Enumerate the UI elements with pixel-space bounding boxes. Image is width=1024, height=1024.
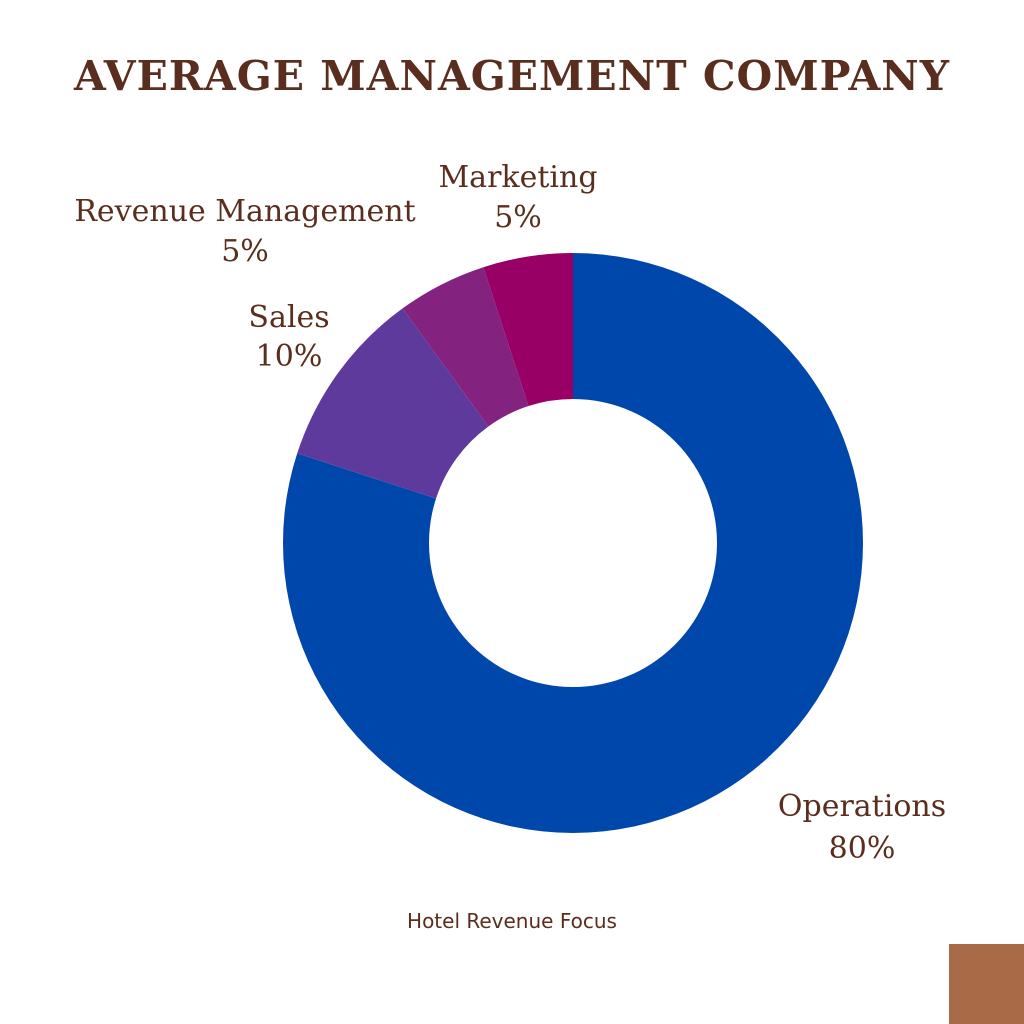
slice-marketing [483, 253, 573, 407]
label-marketing-name: Marketing [438, 160, 597, 195]
slice-revenue-management [402, 267, 529, 427]
slice-operations [282, 253, 863, 833]
label-revenue-management-value: 5% [221, 234, 269, 269]
slice-sales [297, 308, 489, 499]
label-operations-value: 80% [829, 831, 896, 866]
label-sales-value: 10% [256, 339, 323, 374]
corner-accent-block [949, 944, 1024, 1024]
label-sales-name: Sales [248, 300, 329, 335]
label-revenue-management-name: Revenue Management [74, 194, 415, 229]
label-operations-name: Operations [778, 789, 946, 824]
chart-title: AVERAGE MANAGEMENT COMPANY [73, 52, 951, 100]
footer-credit: Hotel Revenue Focus [407, 909, 617, 933]
label-marketing-value: 5% [494, 200, 542, 235]
